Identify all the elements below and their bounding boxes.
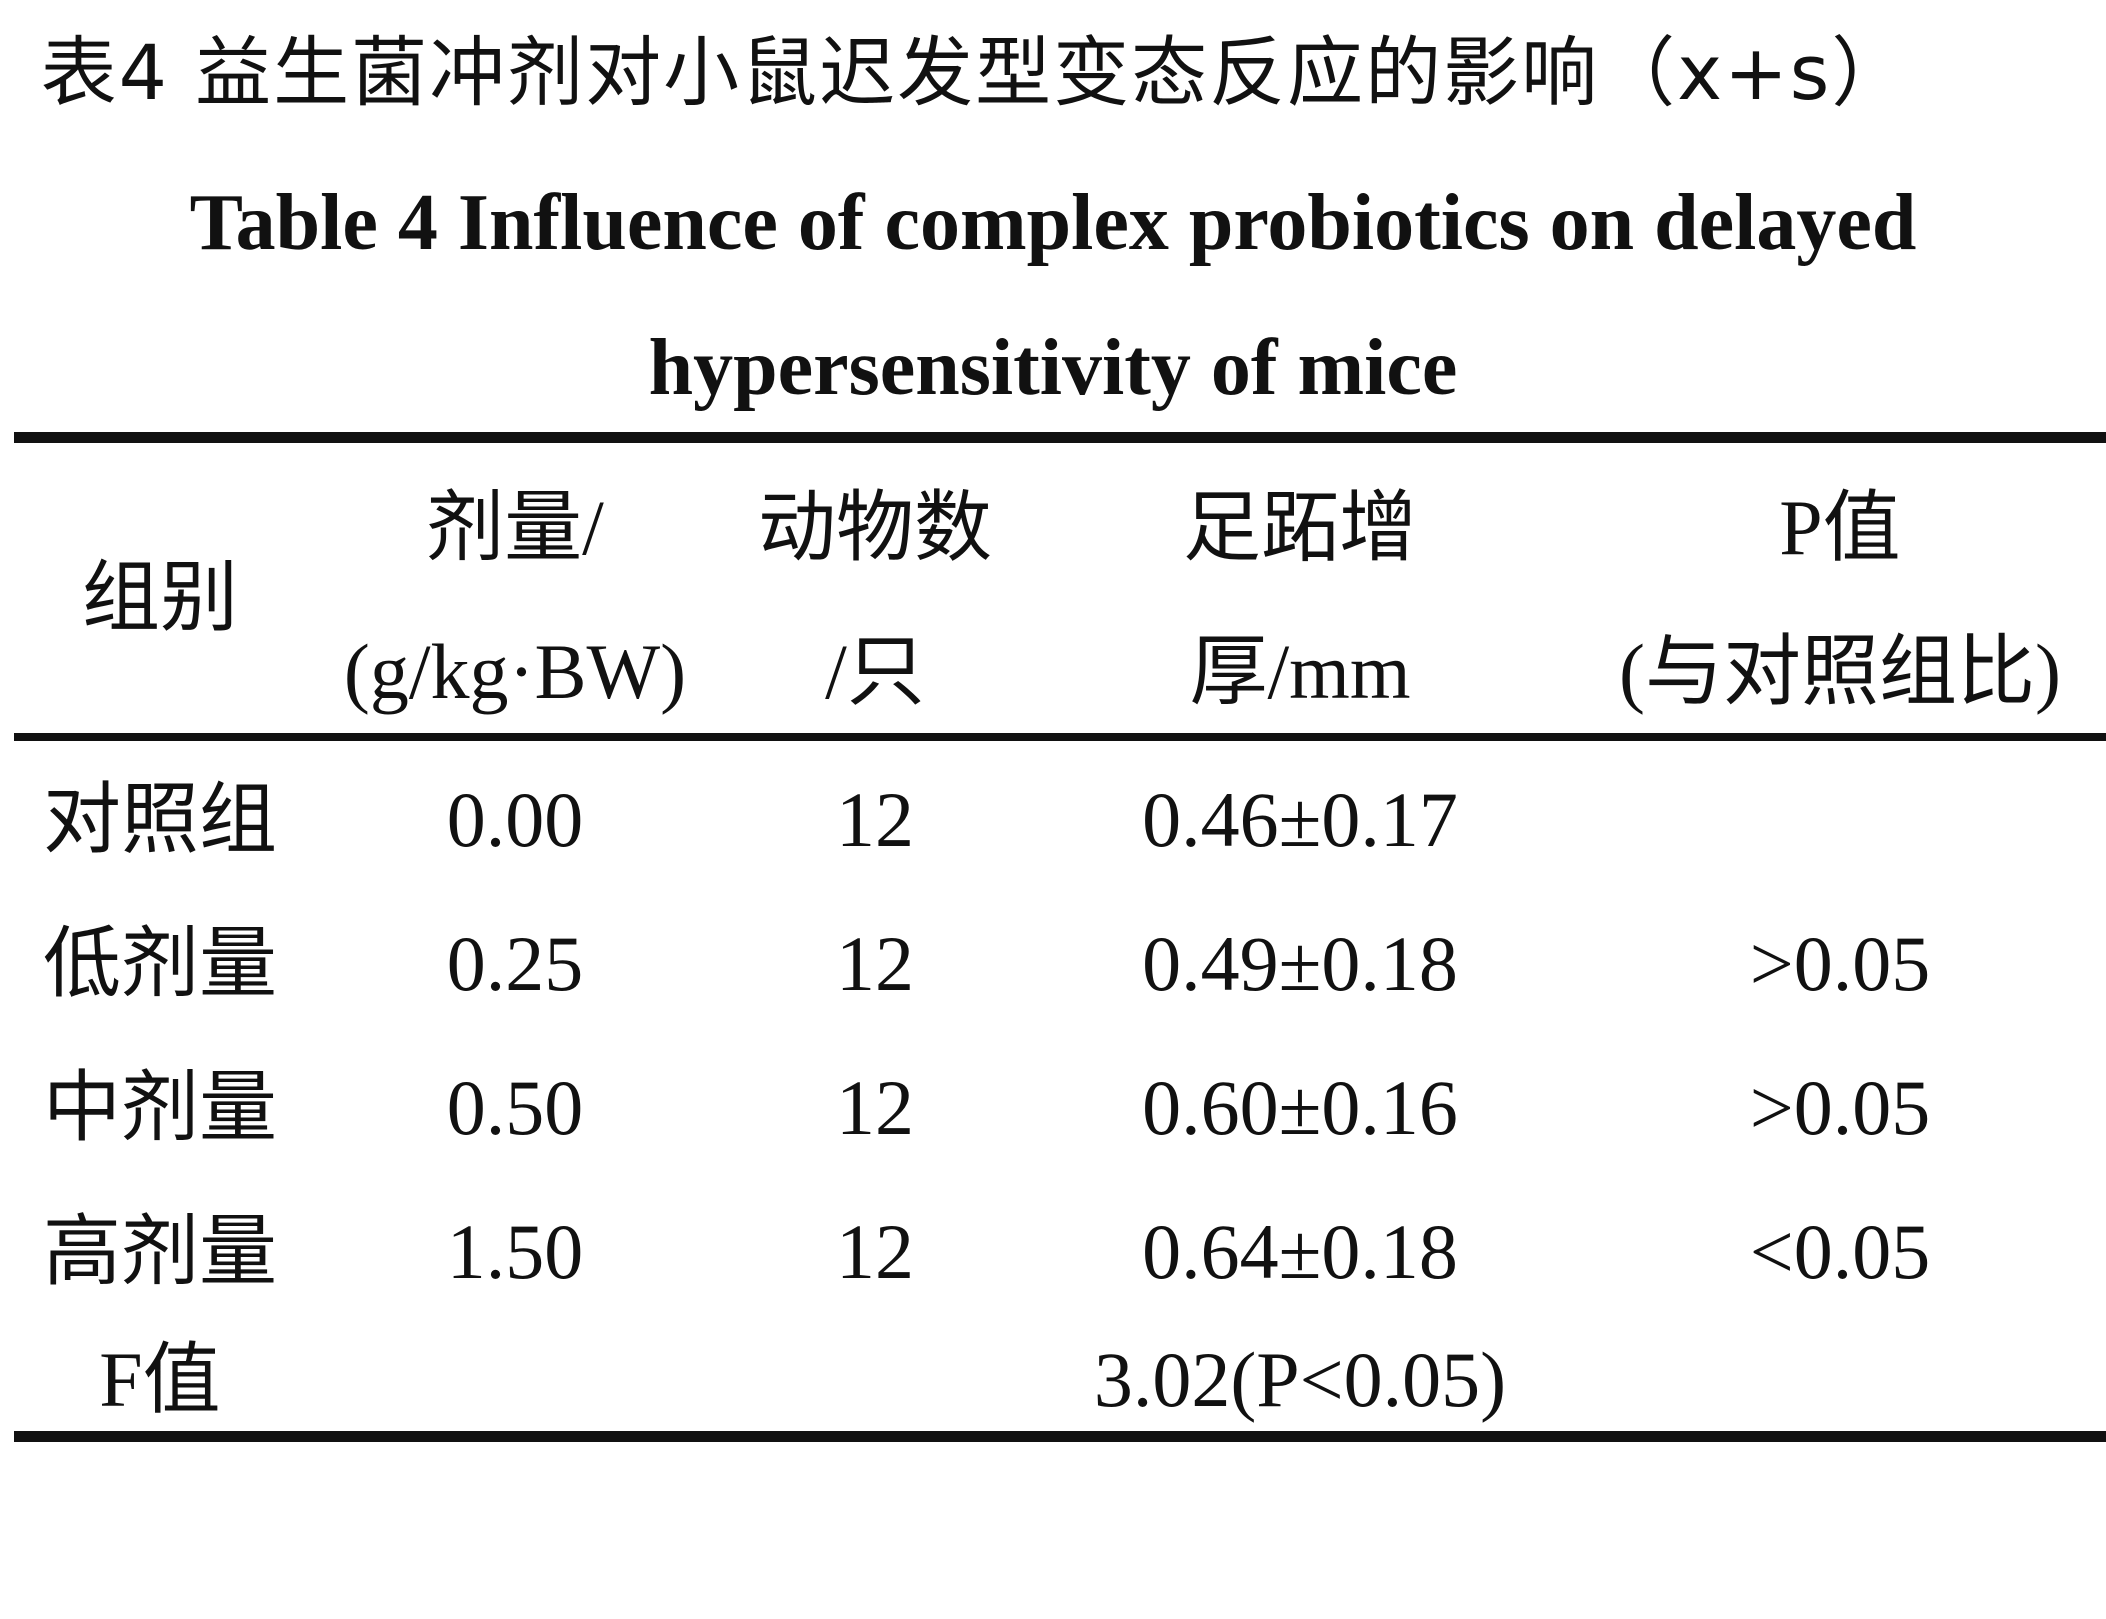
cell-p-value: >0.05 <box>1749 920 1931 1007</box>
header-animals-line1: 动物数 <box>757 484 992 571</box>
header-dose-line1: 剂量/ <box>426 484 604 571</box>
cell-p-value: <0.05 <box>1749 1208 1931 1295</box>
table-title-english-line2: hypersensitivity of mice <box>648 324 1458 412</box>
table-title-chinese: 表4 益生菌冲剂对小鼠迟发型变态反应的影响（x+s） <box>40 28 1910 117</box>
cell-group: 中剂量 <box>42 1064 277 1151</box>
cell-group: 对照组 <box>42 776 277 863</box>
cell-thickness: 0.60±0.16 <box>1142 1064 1458 1151</box>
cell-p-value: >0.05 <box>1749 1064 1931 1151</box>
cell-dose: 0.00 <box>446 776 584 863</box>
header-thickness-line2: 厚/mm <box>1189 628 1411 715</box>
cell-group: 低剂量 <box>42 920 277 1007</box>
header-p-line2: (与对照组比) <box>1619 628 2061 715</box>
cell-animals: 12 <box>836 920 914 1007</box>
header-animals-line2: /只 <box>825 628 925 715</box>
header-dose-line2: (g/kg·BW) <box>343 628 687 715</box>
header-thickness-line1: 足跖增 <box>1182 484 1417 571</box>
cell-animals: 12 <box>836 1064 914 1151</box>
cell-group: 高剂量 <box>42 1208 277 1295</box>
cell-dose: 0.25 <box>446 920 584 1007</box>
header-group: 组别 <box>81 554 238 641</box>
header-p-line1: P值 <box>1779 484 1901 571</box>
cell-animals: 12 <box>836 1208 914 1295</box>
cell-dose: 1.50 <box>446 1208 584 1295</box>
table-bottom-rule <box>14 1431 2106 1442</box>
cell-thickness: 0.49±0.18 <box>1142 920 1458 1007</box>
cell-thickness: 0.46±0.17 <box>1142 776 1458 863</box>
table-title-english-line1: Table 4 Influence of complex probiotics … <box>189 179 1917 267</box>
cell-animals: 12 <box>836 776 914 863</box>
f-value-result: 3.02(P<0.05) <box>1093 1336 1507 1423</box>
f-value-label: F值 <box>99 1336 221 1423</box>
table-top-rule <box>14 432 2106 443</box>
table-header-rule <box>14 733 2106 741</box>
cell-thickness: 0.64±0.18 <box>1142 1208 1458 1295</box>
cell-dose: 0.50 <box>446 1064 584 1151</box>
